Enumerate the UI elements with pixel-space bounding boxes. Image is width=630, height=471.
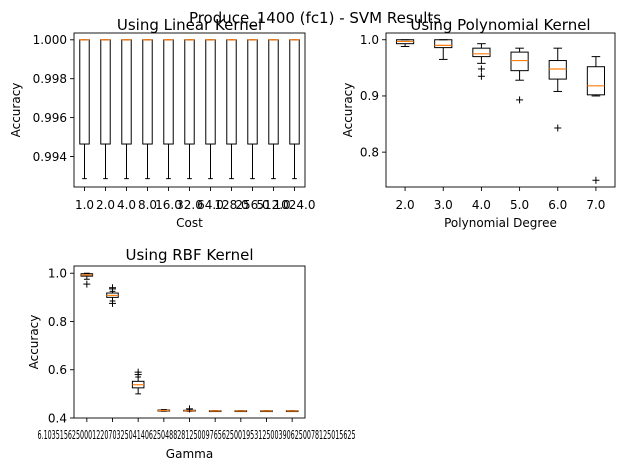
polynomial-xtick-label-3: 5.0	[510, 198, 529, 212]
iqr-box	[163, 39, 174, 145]
iqr-box	[100, 39, 111, 145]
linear-xtick-label-0: 1.0	[75, 198, 94, 212]
polynomial-box-3	[510, 47, 529, 104]
flier-0	[516, 96, 524, 104]
rbf-plot-frame	[73, 265, 306, 419]
flier-2	[109, 299, 116, 307]
rbf-ytick-label-2: 0.8	[48, 315, 67, 329]
iqr-box	[510, 51, 529, 72]
rbf-box-1	[106, 284, 119, 307]
iqr-box	[472, 47, 491, 58]
linear-box-7	[226, 39, 237, 180]
rbf-ytick-label-3: 1.0	[48, 267, 67, 281]
flier-0	[186, 405, 193, 413]
linear-box-8	[247, 39, 258, 180]
linear-xtick-label-9: 512.0	[256, 198, 290, 212]
linear-xtick-label-4: 16.0	[155, 198, 182, 212]
rbf-ytick-label-0: 0.4	[48, 411, 67, 425]
rbf-box-6	[234, 410, 248, 413]
linear-xtick-label-3: 8.0	[138, 198, 157, 212]
polynomial-xtick-label-2: 4.0	[472, 198, 491, 212]
polynomial-xtick-label-4: 6.0	[548, 198, 567, 212]
flier-1	[134, 368, 142, 376]
polynomial-title: Using Polynomial Kernel	[410, 16, 590, 34]
linear-ytick-label-1: 0.996	[33, 111, 67, 125]
linear-ytick-label-3: 1.000	[33, 33, 67, 47]
polynomial-plot-frame	[385, 32, 616, 188]
rbf-ylabel: Accuracy	[27, 315, 41, 370]
linear-ytick-label-0: 0.994	[33, 150, 67, 164]
linear-box-2	[121, 39, 132, 180]
flier-0	[477, 65, 485, 73]
polynomial-ytick-label-1: 0.9	[360, 89, 379, 103]
polynomial-box-2	[472, 43, 491, 80]
iqr-box	[268, 39, 279, 145]
linear-xtick-label-2: 4.0	[117, 198, 136, 212]
rbf-xtick-labels: 6.10351562500012207032504140625048828125…	[38, 428, 356, 442]
rbf-box-8	[285, 410, 299, 413]
iqr-box	[205, 39, 216, 145]
rbf-kernel-panel: Using RBF Kernel 0.4 0.6 0.8 1.0 6.1035156250…	[27, 246, 356, 461]
linear-ylabel: Accuracy	[9, 83, 23, 138]
rbf-box-3	[157, 409, 171, 412]
iqr-box	[548, 60, 567, 80]
rbf-box-4	[183, 405, 196, 413]
flier-0	[83, 280, 91, 288]
flier-0	[554, 124, 562, 132]
polynomial-ytick-label-0: 0.8	[360, 145, 379, 159]
rbf-box-7	[260, 410, 273, 413]
polynomial-box-1	[434, 39, 453, 60]
linear-xtick-label-6: 64.0	[197, 198, 224, 212]
linear-ytick-label-2: 0.998	[33, 72, 67, 86]
iqr-box	[79, 39, 90, 145]
polynomial-kernel-panel: Using Polynomial Kernel 0.8 0.9 1.0 2.0 3.0 4.…	[341, 16, 616, 230]
iqr-box	[226, 39, 237, 145]
polynomial-box-4	[548, 47, 567, 132]
flier-0	[592, 176, 600, 184]
linear-kernel-panel: Using Linear Kernel 0.994 0.996 0.998 1.000 1…	[9, 16, 316, 230]
linear-xtick-label-8: 256.0	[235, 198, 269, 212]
iqr-box	[434, 39, 453, 49]
polynomial-xtick-label-5: 7.0	[586, 198, 605, 212]
linear-box-6	[205, 39, 216, 180]
linear-box-4	[163, 39, 174, 180]
linear-xlabel: Cost	[176, 216, 203, 230]
iqr-box	[289, 39, 300, 145]
iqr-box	[184, 39, 195, 145]
rbf-ytick-label-1: 0.6	[48, 363, 67, 377]
rbf-title: Using RBF Kernel	[126, 246, 254, 264]
polynomial-ytick-label-2: 1.0	[360, 33, 379, 47]
flier-1	[109, 284, 116, 292]
polynomial-xtick-label-0: 2.0	[396, 198, 415, 212]
linear-xtick-label-7: 128.0	[214, 198, 248, 212]
polynomial-xlabel: Polynomial Degree	[444, 216, 557, 230]
rbf-box-5	[208, 410, 222, 413]
iqr-box	[121, 39, 132, 145]
polynomial-box-5	[586, 56, 606, 184]
linear-xtick-label-5: 32.0	[176, 198, 203, 212]
linear-title: Using Linear Kernel	[117, 16, 262, 34]
linear-box-10	[289, 39, 300, 180]
linear-box-3	[142, 39, 153, 180]
linear-xtick-label-10: 1024.0	[274, 198, 316, 212]
polynomial-box-0	[395, 39, 415, 47]
linear-box-0	[79, 39, 90, 180]
rbf-box-0	[80, 272, 94, 288]
iqr-box	[586, 66, 606, 96]
linear-xtick-label-1: 2.0	[96, 198, 115, 212]
linear-box-5	[184, 39, 195, 180]
rbf-xlabel: Gamma	[166, 447, 213, 461]
polynomial-xtick-label-1: 3.0	[434, 198, 453, 212]
iqr-box	[247, 39, 258, 145]
linear-box-1	[100, 39, 111, 180]
rbf-box-2	[131, 368, 145, 395]
iqr-box	[142, 39, 153, 145]
polynomial-ylabel: Accuracy	[341, 83, 355, 138]
figure-title: Produce_1400 (fc1) - SVM Results	[189, 9, 441, 28]
linear-box-9	[268, 39, 279, 180]
flier-1	[477, 72, 485, 80]
